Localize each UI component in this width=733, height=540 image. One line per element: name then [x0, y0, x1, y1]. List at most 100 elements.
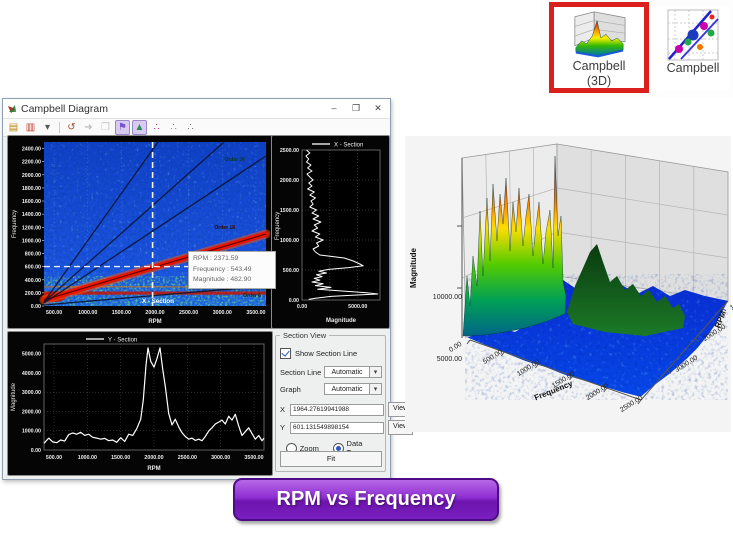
maximize-button[interactable]: ❐ — [351, 103, 361, 113]
title-bar[interactable]: Campbell Diagram – ❐ ✕ — [3, 99, 390, 119]
svg-text:1000.00: 1000.00 — [78, 310, 97, 316]
badge-label: RPM vs Frequency — [276, 488, 456, 510]
svg-text:2500.00: 2500.00 — [280, 148, 299, 154]
magnitude-axis-label: Magnitude — [409, 248, 418, 288]
x-value-input[interactable] — [290, 403, 385, 416]
ribbon-toolbar: Campbell (3D) Campbell — [540, 0, 733, 97]
tooltip-frequency: Frequency : 543.49 — [193, 265, 252, 273]
x-section-legend: X - Section — [334, 143, 363, 149]
section-view-panel: Section View Show Section Line Section L… — [273, 331, 414, 474]
svg-text:1500.00: 1500.00 — [111, 455, 130, 461]
main-xlabel: RPM — [148, 319, 161, 325]
y-value-input[interactable] — [290, 421, 385, 434]
xsec-xlabel: Magnitude — [326, 318, 357, 324]
y-value-row: Y View — [280, 420, 414, 435]
export-icon[interactable]: ▥ — [25, 122, 36, 133]
section-line-combo-value[interactable]: Automatic — [324, 366, 370, 378]
tooltip-magnitude: Magnitude : 482.90 — [193, 276, 252, 284]
new-diagram-icon[interactable]: ▤ — [8, 122, 19, 133]
section-line-label: Section Line — [280, 367, 322, 377]
redo-icon[interactable]: ➜ — [84, 122, 93, 133]
point-chart-icon-2[interactable]: ∴ — [170, 122, 177, 133]
waterfall-3d-chart[interactable] — [405, 136, 731, 432]
graph-row: Graph Automatic ▾ — [280, 383, 382, 395]
app-icon — [8, 104, 16, 113]
graph-combo[interactable]: Automatic ▾ — [324, 383, 382, 395]
section-line-icon[interactable]: ⚑ — [115, 120, 130, 135]
svg-text:0.00: 0.00 — [289, 298, 299, 304]
svg-text:0.00: 0.00 — [31, 448, 41, 454]
rpm-axis — [640, 300, 729, 401]
export-dropdown-icon[interactable]: ▾ — [44, 122, 51, 133]
tooltip-rpm: RPM : 2371.59 — [193, 255, 239, 262]
y-section-panel[interactable]: Y - Section 0.00 1000.00 2000.00 3000.00 400… — [7, 331, 273, 476]
campbell-3d-label-line2: (3D) — [586, 73, 612, 88]
svg-text:800.00: 800.00 — [25, 252, 41, 258]
svg-text:2400.00: 2400.00 — [22, 147, 41, 153]
peak-marker-icon[interactable]: ▲ — [132, 120, 147, 135]
svg-text:2500.00: 2500.00 — [179, 310, 198, 316]
surface-green-ridge — [567, 244, 685, 336]
graph-label: Graph — [280, 384, 301, 394]
svg-text:2200.00: 2200.00 — [22, 160, 41, 166]
svg-text:600.00: 600.00 — [25, 265, 41, 271]
svg-text:3000.00: 3000.00 — [213, 310, 232, 316]
point-chart-icon-1[interactable]: ∴ — [153, 122, 160, 133]
minimize-button[interactable]: – — [331, 103, 337, 113]
svg-text:500.00: 500.00 — [46, 455, 62, 461]
graph-combo-arrow-icon[interactable]: ▾ — [370, 383, 382, 395]
svg-text:2000.00: 2000.00 — [280, 178, 299, 184]
y-section-legend: Y - Section — [108, 338, 137, 344]
svg-text:4000.00: 4000.00 — [22, 371, 41, 377]
rpm-vs-frequency-badge: RPM vs Frequency — [233, 478, 499, 521]
campbell-3d-icon — [574, 11, 626, 58]
svg-text:0.00: 0.00 — [297, 304, 307, 310]
section-line-combo[interactable]: Automatic ▾ — [324, 366, 382, 378]
waterfall-3d-scene — [457, 143, 729, 405]
campbell-2d-icon — [667, 9, 719, 61]
undo-icon[interactable]: ↺ — [67, 122, 76, 133]
svg-text:5000.00: 5000.00 — [348, 304, 367, 310]
order-line-label: Order 18 — [214, 225, 235, 231]
svg-text:1800.00: 1800.00 — [22, 186, 41, 192]
campbell-3d-button[interactable]: Campbell (3D) — [549, 2, 649, 93]
show-section-line-row[interactable]: Show Section Line — [280, 348, 382, 359]
svg-text:2000.00: 2000.00 — [22, 173, 41, 179]
svg-text:200.00: 200.00 — [25, 291, 41, 297]
svg-text:1000.00: 1000.00 — [280, 238, 299, 244]
section-line-combo-arrow-icon[interactable]: ▾ — [370, 366, 382, 378]
campbell-3d-label-line1: Campbell — [572, 59, 626, 74]
svg-text:2000.00: 2000.00 — [144, 455, 163, 461]
close-button[interactable]: ✕ — [374, 103, 382, 113]
x-section-marker-label: X - Section — [142, 298, 174, 305]
section-view-title: Section View — [280, 331, 330, 340]
section-line-row: Section Line Automatic ▾ — [280, 366, 382, 378]
point-chart-icon-3[interactable]: ∴ — [187, 122, 194, 133]
svg-text:2000.00: 2000.00 — [22, 409, 41, 415]
window-title: Campbell Diagram — [21, 102, 108, 115]
x-value-row: X View — [280, 402, 414, 417]
svg-text:2500.00: 2500.00 — [178, 455, 197, 461]
svg-text:1000.00: 1000.00 — [22, 429, 41, 435]
x-field-label: X — [280, 405, 286, 414]
fit-button[interactable]: Fit — [280, 451, 382, 467]
graph-combo-value[interactable]: Automatic — [324, 383, 370, 395]
magnitude-tick-3d: 10000.00 — [432, 294, 462, 301]
svg-text:500.00: 500.00 — [283, 268, 299, 274]
show-section-line-checkbox[interactable] — [280, 348, 291, 359]
copy-icon[interactable]: ❐ — [101, 122, 110, 133]
y-field-label: Y — [280, 423, 286, 432]
campbell-button[interactable]: Campbell — [656, 7, 730, 91]
svg-text:0.00: 0.00 — [31, 304, 41, 310]
svg-text:5000.00: 5000.00 — [22, 352, 41, 358]
campbell-heatmap-panel[interactable]: Order 36 Order 18 Order 6 500.00 1000.00 150… — [7, 135, 273, 329]
campbell-label: Campbell — [666, 61, 720, 75]
x-section-panel[interactable]: X - Section 0.00 500.00 1000.00 1500.00 2000… — [271, 135, 390, 329]
svg-text:3500.00: 3500.00 — [246, 310, 265, 316]
frequency-axis — [469, 339, 642, 401]
surface-rainbow-ridge — [462, 155, 567, 337]
svg-text:1000.00: 1000.00 — [22, 238, 41, 244]
data-trace-tooltip: RPM : 2371.59 Frequency : 543.49 Magnitu… — [188, 251, 276, 289]
svg-text:1200.00: 1200.00 — [22, 225, 41, 231]
